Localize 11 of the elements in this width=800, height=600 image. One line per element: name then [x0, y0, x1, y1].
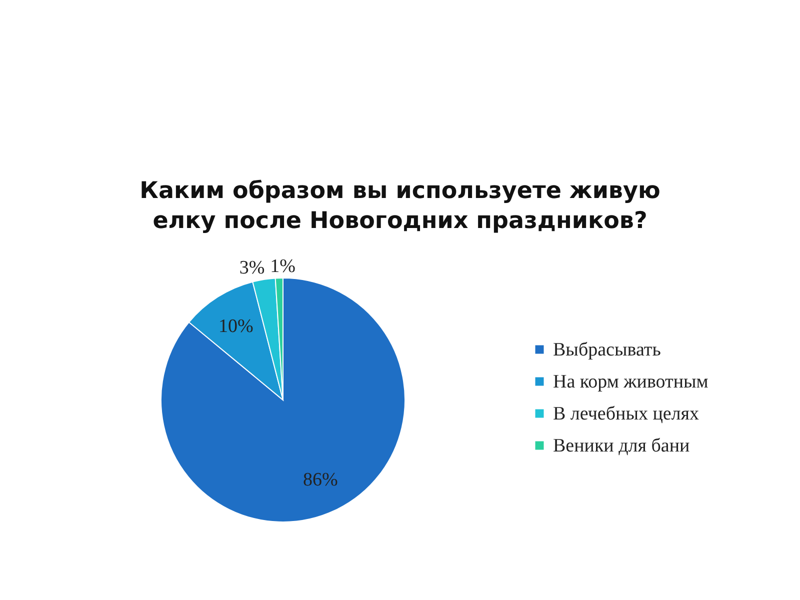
- data-label: 3%: [239, 257, 265, 278]
- legend-label: Веники для бани: [553, 436, 690, 456]
- legend-label: Выбрасывать: [553, 340, 662, 360]
- data-label: 10%: [218, 316, 254, 337]
- chart-title: Каким образом вы используете живую елку после Новогодних праздников?: [140, 178, 660, 234]
- data-label: 86%: [302, 469, 338, 490]
- pie-slice: [188, 281, 284, 400]
- pie-slice: [160, 278, 406, 522]
- legend-label: На корм животным: [553, 372, 708, 392]
- data-label: 1%: [270, 256, 296, 277]
- legend-label: В лечебных целях: [553, 404, 700, 424]
